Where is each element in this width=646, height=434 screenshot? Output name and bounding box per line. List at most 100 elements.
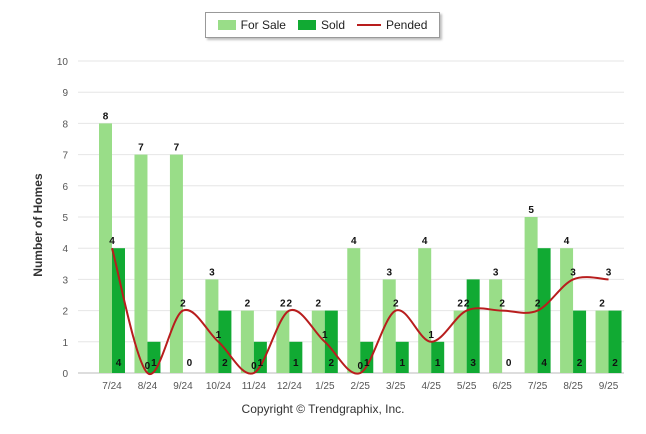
data-label-sold: 0: [187, 358, 193, 369]
y-tick-label: 0: [62, 369, 68, 380]
bar-for-sale: [276, 310, 290, 373]
data-label-pended: 0: [251, 361, 257, 372]
legend-swatch-pended: [357, 24, 381, 26]
legend-item-pended[interactable]: Pended: [357, 18, 427, 32]
y-tick-label: 7: [62, 151, 68, 162]
data-label-pended: 2: [535, 299, 541, 310]
data-label-sold: 2: [577, 358, 583, 369]
data-label-sold: 2: [612, 358, 618, 369]
data-label-for-sale: 3: [493, 267, 499, 278]
data-label-pended: 2: [499, 299, 505, 310]
data-label-sold: 4: [541, 358, 547, 369]
data-label-sold: 1: [258, 358, 264, 369]
y-tick-label: 8: [62, 119, 68, 130]
x-tick-label: 4/25: [421, 381, 441, 392]
data-label-for-sale: 2: [245, 299, 251, 310]
bar-sold: [218, 310, 232, 373]
data-label-pended: 2: [464, 299, 470, 310]
data-label-sold: 2: [329, 358, 335, 369]
x-tick-label: 7/24: [102, 381, 122, 392]
data-label-pended: 0: [145, 361, 151, 372]
bar-for-sale: [524, 217, 538, 373]
legend-label-pended: Pended: [386, 18, 428, 32]
bar-for-sale: [99, 123, 112, 374]
bar-sold: [537, 248, 551, 373]
x-tick-label: 12/24: [277, 381, 302, 392]
data-label-for-sale: 4: [422, 236, 428, 247]
data-label-pended: 1: [428, 330, 434, 341]
legend-label-sold: Sold: [320, 18, 345, 32]
x-tick-label: 5/25: [457, 381, 477, 392]
bar-sold: [253, 341, 267, 373]
x-tick-label: 1/25: [315, 381, 335, 392]
bar-for-sale: [240, 310, 254, 373]
data-label-for-sale: 7: [174, 143, 180, 154]
data-label-sold: 1: [151, 358, 157, 369]
x-tick-label: 3/25: [386, 381, 406, 392]
bar-sold: [360, 341, 374, 373]
data-label-pended: 1: [216, 330, 222, 341]
data-label-for-sale: 3: [209, 267, 215, 278]
x-tick-label: 7/25: [528, 381, 548, 392]
bar-for-sale: [489, 279, 503, 373]
copyright-text: Copyright © Trendgraphix, Inc.: [241, 402, 405, 416]
data-label-pended: 2: [393, 299, 399, 310]
data-label-pended: 0: [357, 361, 363, 372]
bar-for-sale: [347, 248, 361, 373]
data-label-pended: 1: [322, 330, 328, 341]
data-label-sold: 0: [506, 358, 512, 369]
data-label-pended: 2: [287, 299, 293, 310]
y-tick-label: 5: [62, 213, 68, 224]
data-label-for-sale: 2: [599, 299, 605, 310]
data-label-sold: 1: [399, 358, 405, 369]
x-tick-label: 8/24: [138, 381, 158, 392]
legend-item-for-sale[interactable]: For Sale: [217, 18, 286, 32]
bar-for-sale: [453, 310, 467, 373]
x-tick-label: 11/24: [242, 381, 267, 392]
series-line-pended: [111, 247, 609, 375]
legend-swatch-sold: [297, 20, 316, 30]
bar-for-sale: [418, 248, 432, 373]
bar-sold: [573, 310, 587, 373]
x-tick-label: 9/24: [173, 381, 193, 392]
bar-sold: [608, 310, 622, 373]
data-label-for-sale: 7: [138, 143, 144, 154]
data-label-for-sale: 8: [103, 111, 109, 122]
data-label-pended: 2: [180, 299, 186, 310]
bar-for-sale: [382, 279, 396, 373]
y-axis-title: Number of Homes: [31, 173, 45, 277]
data-label-for-sale: 5: [528, 205, 534, 216]
y-tick-label: 1: [62, 338, 68, 349]
data-label-for-sale: 2: [457, 299, 463, 310]
legend: For Sale Sold Pended: [205, 12, 440, 38]
y-tick-label: 3: [62, 275, 68, 286]
legend-swatch-for-sale: [217, 20, 236, 30]
data-label-sold: 2: [222, 358, 228, 369]
data-label-pended: 4: [109, 236, 115, 247]
y-tick-label: 10: [57, 57, 69, 68]
data-label-sold: 1: [293, 358, 299, 369]
bar-sold: [324, 310, 338, 373]
data-label-pended: 3: [570, 267, 576, 278]
bar-sold: [431, 341, 445, 373]
bar-sold: [112, 248, 125, 373]
bar-for-sale: [560, 248, 574, 373]
bar-for-sale: [311, 310, 325, 373]
y-tick-label: 2: [62, 307, 68, 318]
data-label-for-sale: 3: [386, 267, 392, 278]
data-label-for-sale: 4: [564, 236, 570, 247]
y-tick-label: 4: [62, 244, 68, 255]
x-tick-label: 9/25: [599, 381, 619, 392]
legend-label-for-sale: For Sale: [240, 18, 286, 32]
y-tick-label: 6: [62, 182, 68, 193]
data-label-for-sale: 2: [280, 299, 286, 310]
data-label-for-sale: 2: [316, 299, 322, 310]
data-label-for-sale: 4: [351, 236, 357, 247]
bar-sold: [395, 341, 409, 373]
legend-item-sold[interactable]: Sold: [297, 18, 345, 32]
bar-for-sale: [595, 310, 609, 373]
data-label-sold: 1: [435, 358, 441, 369]
data-label-sold: 4: [116, 358, 122, 369]
